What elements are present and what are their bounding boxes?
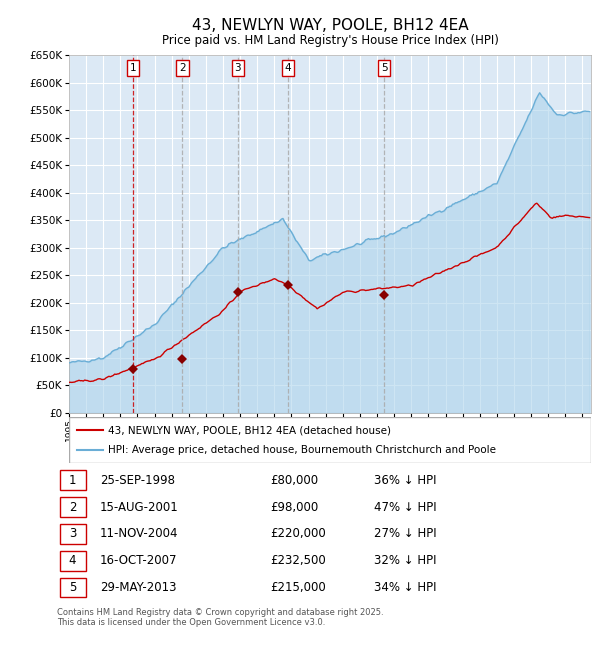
Text: 47% ↓ HPI: 47% ↓ HPI [374, 500, 436, 514]
Text: 34% ↓ HPI: 34% ↓ HPI [374, 581, 436, 594]
Text: 43, NEWLYN WAY, POOLE, BH12 4EA (detached house): 43, NEWLYN WAY, POOLE, BH12 4EA (detache… [108, 425, 391, 435]
Text: Contains HM Land Registry data © Crown copyright and database right 2025.
This d: Contains HM Land Registry data © Crown c… [57, 608, 383, 627]
FancyBboxPatch shape [59, 525, 86, 543]
Text: 11-NOV-2004: 11-NOV-2004 [100, 528, 178, 541]
FancyBboxPatch shape [59, 578, 86, 597]
Text: 27% ↓ HPI: 27% ↓ HPI [374, 528, 436, 541]
FancyBboxPatch shape [59, 471, 86, 490]
Text: Price paid vs. HM Land Registry's House Price Index (HPI): Price paid vs. HM Land Registry's House … [161, 34, 499, 47]
FancyBboxPatch shape [59, 497, 86, 517]
FancyBboxPatch shape [59, 551, 86, 571]
Text: 1: 1 [69, 474, 76, 487]
Text: 3: 3 [235, 63, 241, 73]
Text: 29-MAY-2013: 29-MAY-2013 [100, 581, 176, 594]
Text: 4: 4 [69, 554, 76, 567]
Text: 36% ↓ HPI: 36% ↓ HPI [374, 474, 436, 487]
FancyBboxPatch shape [69, 417, 591, 463]
Text: 1: 1 [130, 63, 136, 73]
Text: £98,000: £98,000 [270, 500, 318, 514]
Text: 4: 4 [284, 63, 291, 73]
Text: 15-AUG-2001: 15-AUG-2001 [100, 500, 179, 514]
Text: £232,500: £232,500 [270, 554, 326, 567]
Text: 25-SEP-1998: 25-SEP-1998 [100, 474, 175, 487]
Text: 3: 3 [69, 528, 76, 541]
Text: £80,000: £80,000 [270, 474, 318, 487]
Text: 43, NEWLYN WAY, POOLE, BH12 4EA: 43, NEWLYN WAY, POOLE, BH12 4EA [191, 18, 469, 34]
Text: 2: 2 [179, 63, 185, 73]
Text: £220,000: £220,000 [270, 528, 326, 541]
Text: 16-OCT-2007: 16-OCT-2007 [100, 554, 178, 567]
Text: 5: 5 [69, 581, 76, 594]
Text: 32% ↓ HPI: 32% ↓ HPI [374, 554, 436, 567]
Text: 2: 2 [69, 500, 76, 514]
Text: HPI: Average price, detached house, Bournemouth Christchurch and Poole: HPI: Average price, detached house, Bour… [108, 445, 496, 455]
Text: 5: 5 [381, 63, 388, 73]
Text: £215,000: £215,000 [270, 581, 326, 594]
